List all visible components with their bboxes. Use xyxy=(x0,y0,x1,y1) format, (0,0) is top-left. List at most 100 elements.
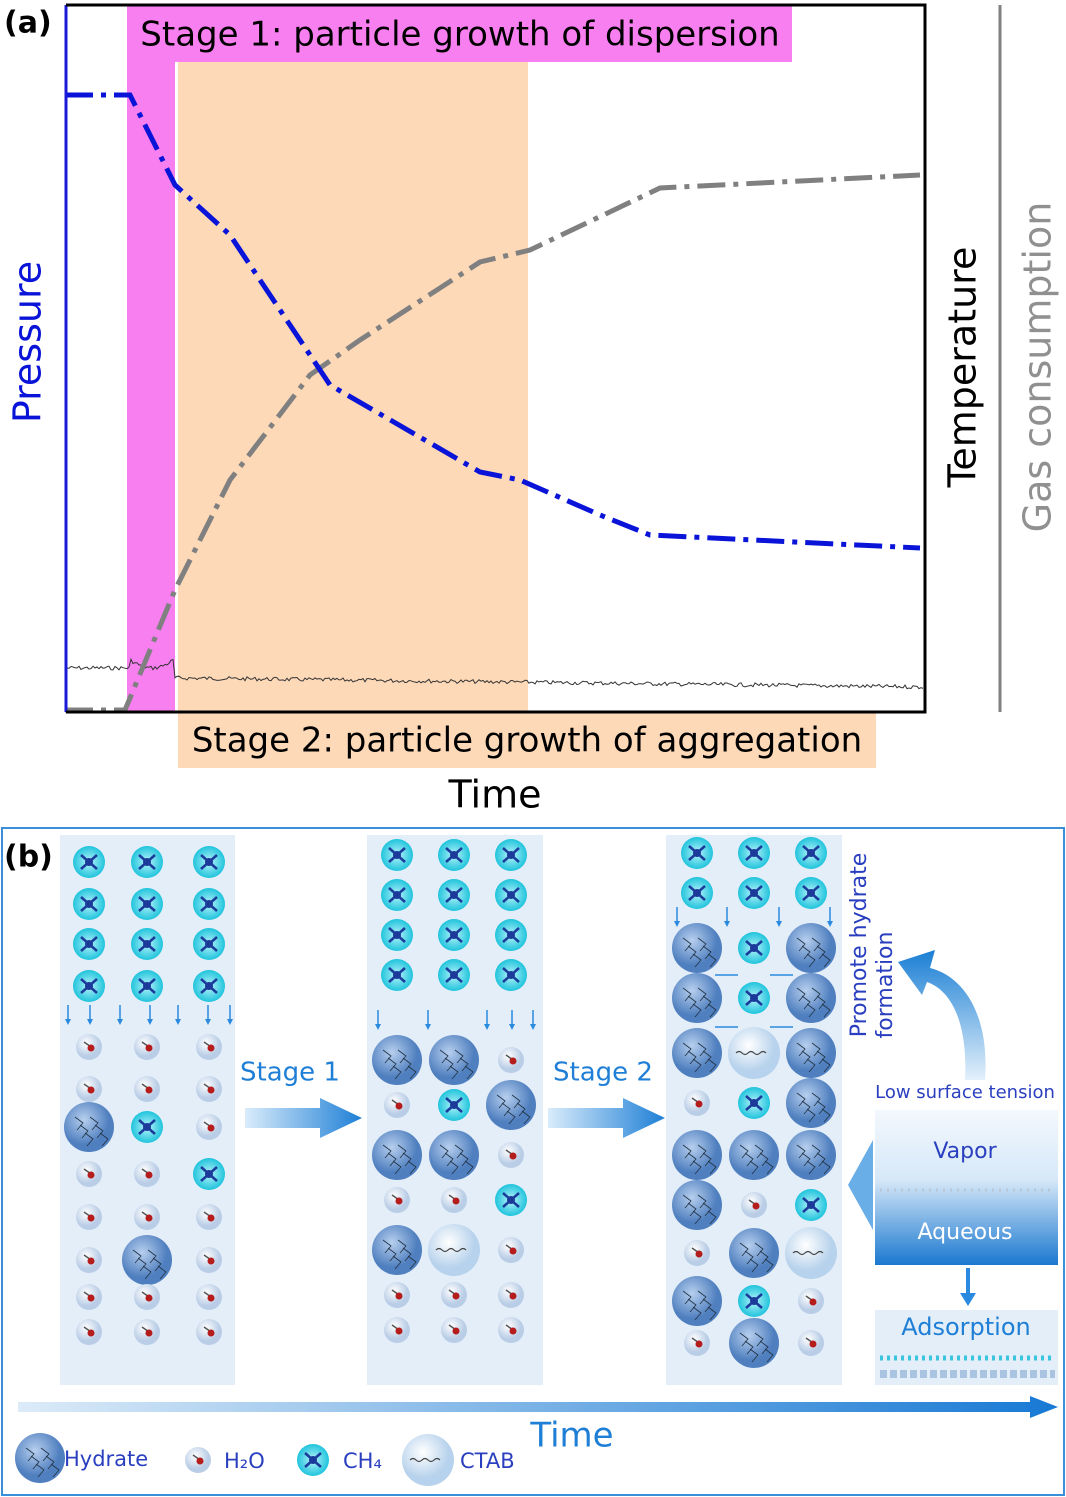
hydrate-net xyxy=(821,1160,831,1175)
hydrate-net xyxy=(697,1042,707,1057)
ch4-core xyxy=(205,900,213,908)
hydrate-net xyxy=(682,1290,692,1305)
hydrate-net xyxy=(816,1152,826,1167)
legend: Hydrate H₂O CH₄ CTAB xyxy=(15,1433,515,1486)
ch4-core xyxy=(693,889,701,897)
legend-label: Hydrate xyxy=(64,1447,148,1471)
ctab-tail xyxy=(735,1050,767,1056)
hydrate xyxy=(122,1235,172,1285)
hydrate xyxy=(15,1433,65,1483)
legend-label: CTAB xyxy=(460,1449,515,1473)
ch4-core xyxy=(309,1456,317,1464)
ch4-core xyxy=(85,900,93,908)
hydrate-net xyxy=(739,1332,749,1347)
hydrate-net xyxy=(397,1239,407,1254)
stage1-label-box xyxy=(127,5,792,62)
ch4-core xyxy=(807,849,815,857)
ch4-core xyxy=(143,858,151,866)
hydrate-net xyxy=(402,1247,412,1262)
ch4-core xyxy=(393,971,401,979)
ch4-core xyxy=(143,940,151,948)
hydrate-net xyxy=(682,1042,692,1057)
hydrate-net xyxy=(821,1058,831,1073)
hydrate xyxy=(372,1225,422,1275)
h2o-o xyxy=(87,1171,95,1179)
hydrate-net xyxy=(811,1042,821,1057)
temperature-curve xyxy=(65,657,924,690)
hydrate-net xyxy=(692,1306,702,1321)
ctab-tail xyxy=(792,1250,824,1256)
hydrate-net xyxy=(682,1144,692,1159)
hydrate xyxy=(786,1078,836,1128)
flow-arrow-head xyxy=(530,1024,536,1030)
hydrate-net xyxy=(682,937,692,952)
hydrate-net xyxy=(459,1152,469,1167)
ch4-core xyxy=(450,851,458,859)
stage-arrow xyxy=(548,1098,665,1138)
time-label: Time xyxy=(529,1416,613,1456)
hydrate-net xyxy=(759,1152,769,1167)
h2o-o xyxy=(207,1214,215,1222)
hydrate-net xyxy=(796,1092,806,1107)
hydrate-net xyxy=(759,1340,769,1355)
hydrate-net xyxy=(801,1050,811,1065)
hydrate-net xyxy=(444,1057,454,1072)
hydrate-net xyxy=(682,1194,692,1209)
hydrate-net xyxy=(707,1306,717,1321)
hydrate-net xyxy=(40,1447,50,1462)
hydrate xyxy=(672,1276,722,1326)
hydrate-net xyxy=(702,1298,712,1313)
h2o-o xyxy=(452,1292,460,1300)
h2o-o xyxy=(87,1257,95,1265)
hydrate-net xyxy=(692,1160,702,1175)
hydrate-net xyxy=(811,1092,821,1107)
pointer xyxy=(848,1140,873,1230)
h2o-o xyxy=(695,1250,703,1258)
h2o-o xyxy=(395,1292,403,1300)
hydrate-net xyxy=(806,1160,816,1175)
hydrate-net xyxy=(744,1152,754,1167)
hydrate-net xyxy=(506,1110,516,1125)
hydrate-net xyxy=(387,1057,397,1072)
h2o-o xyxy=(207,1257,215,1265)
hydrate xyxy=(672,1028,722,1078)
hydrate-net xyxy=(707,1210,717,1225)
flow-arrow-head xyxy=(674,921,680,927)
hydrate-net xyxy=(142,1265,152,1280)
hydrate-net xyxy=(687,1202,697,1217)
h2o-o xyxy=(87,1294,95,1302)
hydrate xyxy=(372,1035,422,1085)
hydrate-net xyxy=(521,1110,531,1125)
hydrate-net xyxy=(801,995,811,1010)
particles xyxy=(64,837,837,1368)
ch4-core xyxy=(807,1201,815,1209)
ch4-core xyxy=(85,940,93,948)
hydrate-net xyxy=(157,1265,167,1280)
panel-label: (a) xyxy=(4,6,52,41)
hydrate-net xyxy=(439,1049,449,1064)
hydrate-net xyxy=(152,1257,162,1272)
h2o-o xyxy=(809,1298,817,1306)
ch4-core xyxy=(143,1123,151,1131)
hydrate xyxy=(372,1130,422,1180)
hydrate-net xyxy=(50,1463,60,1478)
hydrate-net xyxy=(749,1160,759,1175)
hydrate-net xyxy=(759,1250,769,1265)
y-axis-label: Gas consumption xyxy=(1016,202,1060,533)
hydrate-net xyxy=(744,1340,754,1355)
hydrate-net xyxy=(821,953,831,968)
hydrate-net xyxy=(99,1132,109,1147)
h2o-o xyxy=(207,1329,215,1337)
flow-arrow-head xyxy=(827,921,833,927)
hydrate-net xyxy=(816,995,826,1010)
hydrate-net xyxy=(764,1160,774,1175)
h2o-o xyxy=(145,1044,153,1052)
panel-b: Stage 1 Stage 2 Promote hydrate formatio… xyxy=(1,827,1065,1496)
hydrate-net xyxy=(402,1057,412,1072)
y-axis-label: Temperature xyxy=(941,247,985,489)
ch4-core xyxy=(143,982,151,990)
y-axis-label: Pressure xyxy=(6,261,50,423)
hydrate-net xyxy=(806,953,816,968)
hydrate-net xyxy=(801,1100,811,1115)
h2o-o xyxy=(207,1086,215,1094)
